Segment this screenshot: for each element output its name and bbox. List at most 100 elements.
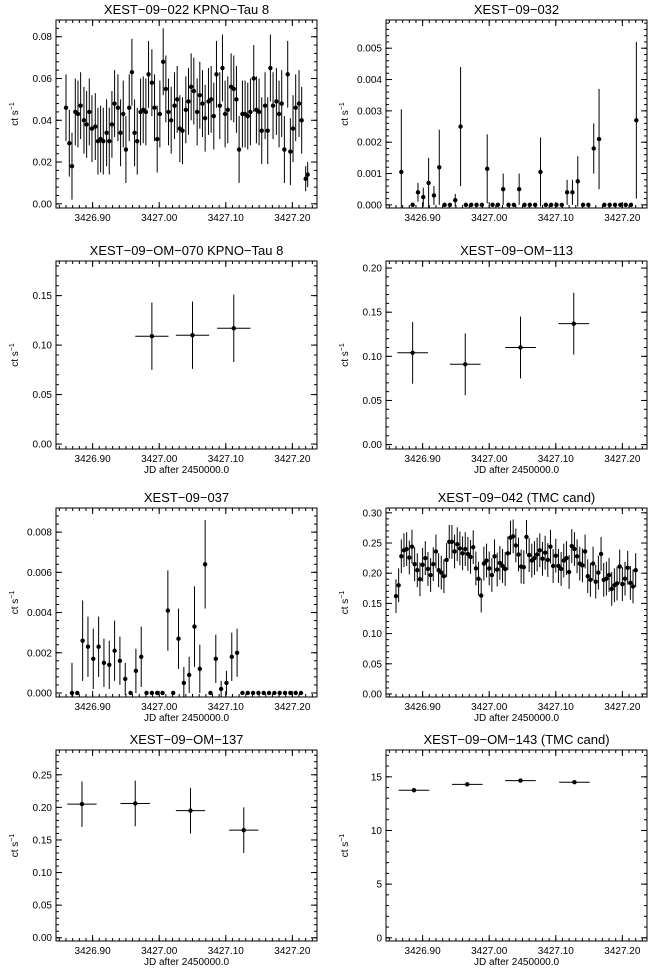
x-tick-label: 3427.10 [538, 213, 575, 224]
y-tick-label: 0.10 [363, 629, 383, 640]
x-tick-label: 3426.90 [75, 454, 112, 465]
data-point [155, 690, 160, 696]
data-point [518, 345, 523, 350]
data-series [69, 520, 304, 697]
plot-frame [385, 507, 648, 698]
chart-title: XEST−09−OM−137 [130, 732, 244, 747]
data-point [415, 190, 421, 195]
x-tick-label: 3427.10 [538, 454, 575, 465]
data-point [580, 202, 586, 208]
data-point [468, 554, 473, 560]
data-point [564, 190, 570, 195]
y-tick-label: 0.10 [363, 352, 383, 363]
y-tick-label: 0.00 [33, 933, 53, 944]
data-point [63, 105, 69, 110]
data-point [516, 552, 521, 557]
data-point [188, 808, 193, 813]
data-point [202, 115, 208, 121]
data-point [412, 561, 417, 567]
data-point [494, 567, 500, 572]
data-point [75, 111, 81, 117]
data-point [393, 593, 399, 599]
x-tick-label: 3427.20 [604, 946, 641, 957]
y-tick-label: 0.004 [357, 75, 382, 86]
data-point [299, 118, 304, 123]
x-tick-label: 3427.00 [471, 702, 508, 713]
y-tick-label: 0.001 [357, 169, 382, 180]
data-point [586, 202, 591, 208]
data-point [455, 542, 460, 547]
data-point [67, 141, 72, 146]
x-tick-label: 3426.90 [405, 702, 442, 713]
data-point [574, 554, 580, 559]
data-point [433, 549, 439, 554]
data-point [282, 690, 288, 696]
data-series [67, 780, 259, 853]
data-point [75, 690, 80, 696]
data-point [241, 827, 246, 833]
data-point [112, 101, 117, 106]
data-point [160, 59, 166, 64]
x-tick-label: 3426.90 [75, 702, 112, 713]
data-point [556, 563, 561, 569]
data-point [540, 556, 545, 561]
data-point [118, 130, 123, 135]
data-point [234, 97, 239, 102]
data-point [194, 109, 200, 115]
chart-panel-8: XEST−09−OM−143 (TMC cand) 3426.90 3427.00 3… [339, 732, 648, 968]
data-point [96, 644, 101, 649]
data-point [630, 584, 636, 589]
data-point [471, 545, 476, 550]
x-axis-label: JD after 2450000.0 [144, 713, 229, 724]
data-point [248, 109, 253, 115]
x-tick-label: 3427.00 [141, 702, 178, 713]
data-point [290, 126, 296, 131]
data-point [473, 566, 479, 571]
data-point [121, 111, 126, 117]
data-point [112, 648, 117, 653]
data-point [396, 583, 401, 588]
data-point [93, 124, 98, 129]
data-point [537, 548, 543, 553]
y-axis-label: ct s−1 [339, 343, 351, 367]
data-point [449, 539, 455, 545]
y-tick-label: 0.04 [33, 116, 53, 127]
data-point [617, 564, 622, 569]
y-tick-label: 0.003 [357, 106, 382, 117]
y-tick-label: 0.20 [363, 264, 383, 275]
data-series [397, 292, 590, 396]
data-point [518, 778, 523, 783]
data-point [165, 608, 171, 613]
data-point [492, 554, 497, 559]
data-point [628, 580, 633, 586]
data-point [225, 107, 230, 113]
y-tick-label: 0.05 [363, 659, 383, 670]
data-point [127, 105, 132, 110]
data-point [202, 562, 208, 567]
data-point [399, 169, 404, 175]
data-point [107, 138, 112, 144]
data-point [285, 72, 290, 77]
y-tick-label: 0.15 [33, 291, 53, 302]
data-point [176, 636, 181, 641]
data-point [259, 128, 264, 133]
data-point [425, 566, 431, 572]
y-tick-label: 0.002 [357, 138, 382, 149]
data-point [305, 172, 310, 177]
data-point [288, 149, 293, 154]
x-tick-label: 3426.90 [405, 454, 442, 465]
data-point [200, 101, 205, 106]
data-point [288, 690, 293, 696]
data-point [84, 122, 89, 127]
data-point [602, 202, 607, 208]
data-point [268, 65, 273, 71]
data-point [421, 194, 426, 200]
data-point [426, 180, 431, 186]
data-series [135, 294, 251, 370]
data-point [411, 788, 417, 793]
y-axis-label: ct s−1 [339, 591, 351, 615]
data-point [437, 165, 442, 170]
x-tick-label: 3427.20 [604, 454, 641, 465]
chart-panel-7: XEST−09−OM−137 3426.90 3427.00 3427.10 3427.… [9, 732, 318, 968]
data-point [460, 551, 465, 556]
